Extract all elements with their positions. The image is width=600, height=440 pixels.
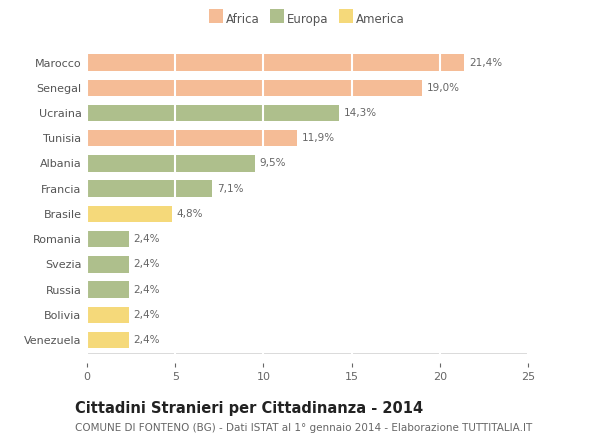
Text: 2,4%: 2,4% [134,285,160,295]
Text: 14,3%: 14,3% [344,108,377,118]
Bar [87,282,130,298]
Bar [87,256,130,273]
Text: 2,4%: 2,4% [134,260,160,269]
Text: 2,4%: 2,4% [134,310,160,320]
Bar [87,105,339,121]
Text: Cittadini Stranieri per Cittadinanza - 2014: Cittadini Stranieri per Cittadinanza - 2… [75,401,423,416]
Bar [87,307,130,323]
Bar [87,54,464,71]
Bar [87,332,130,348]
Bar [87,231,130,247]
Text: 4,8%: 4,8% [176,209,203,219]
Legend: Africa, Europa, America: Africa, Europa, America [206,8,409,30]
Bar [87,180,212,197]
Text: 2,4%: 2,4% [134,234,160,244]
Text: 9,5%: 9,5% [259,158,286,169]
Text: COMUNE DI FONTENO (BG) - Dati ISTAT al 1° gennaio 2014 - Elaborazione TUTTITALIA: COMUNE DI FONTENO (BG) - Dati ISTAT al 1… [75,423,532,433]
Bar [87,80,422,96]
Text: 21,4%: 21,4% [469,58,502,67]
Bar [87,130,297,147]
Text: 19,0%: 19,0% [427,83,460,93]
Text: 11,9%: 11,9% [301,133,334,143]
Bar [87,155,254,172]
Text: 7,1%: 7,1% [217,183,243,194]
Text: 2,4%: 2,4% [134,335,160,345]
Bar [87,206,172,222]
